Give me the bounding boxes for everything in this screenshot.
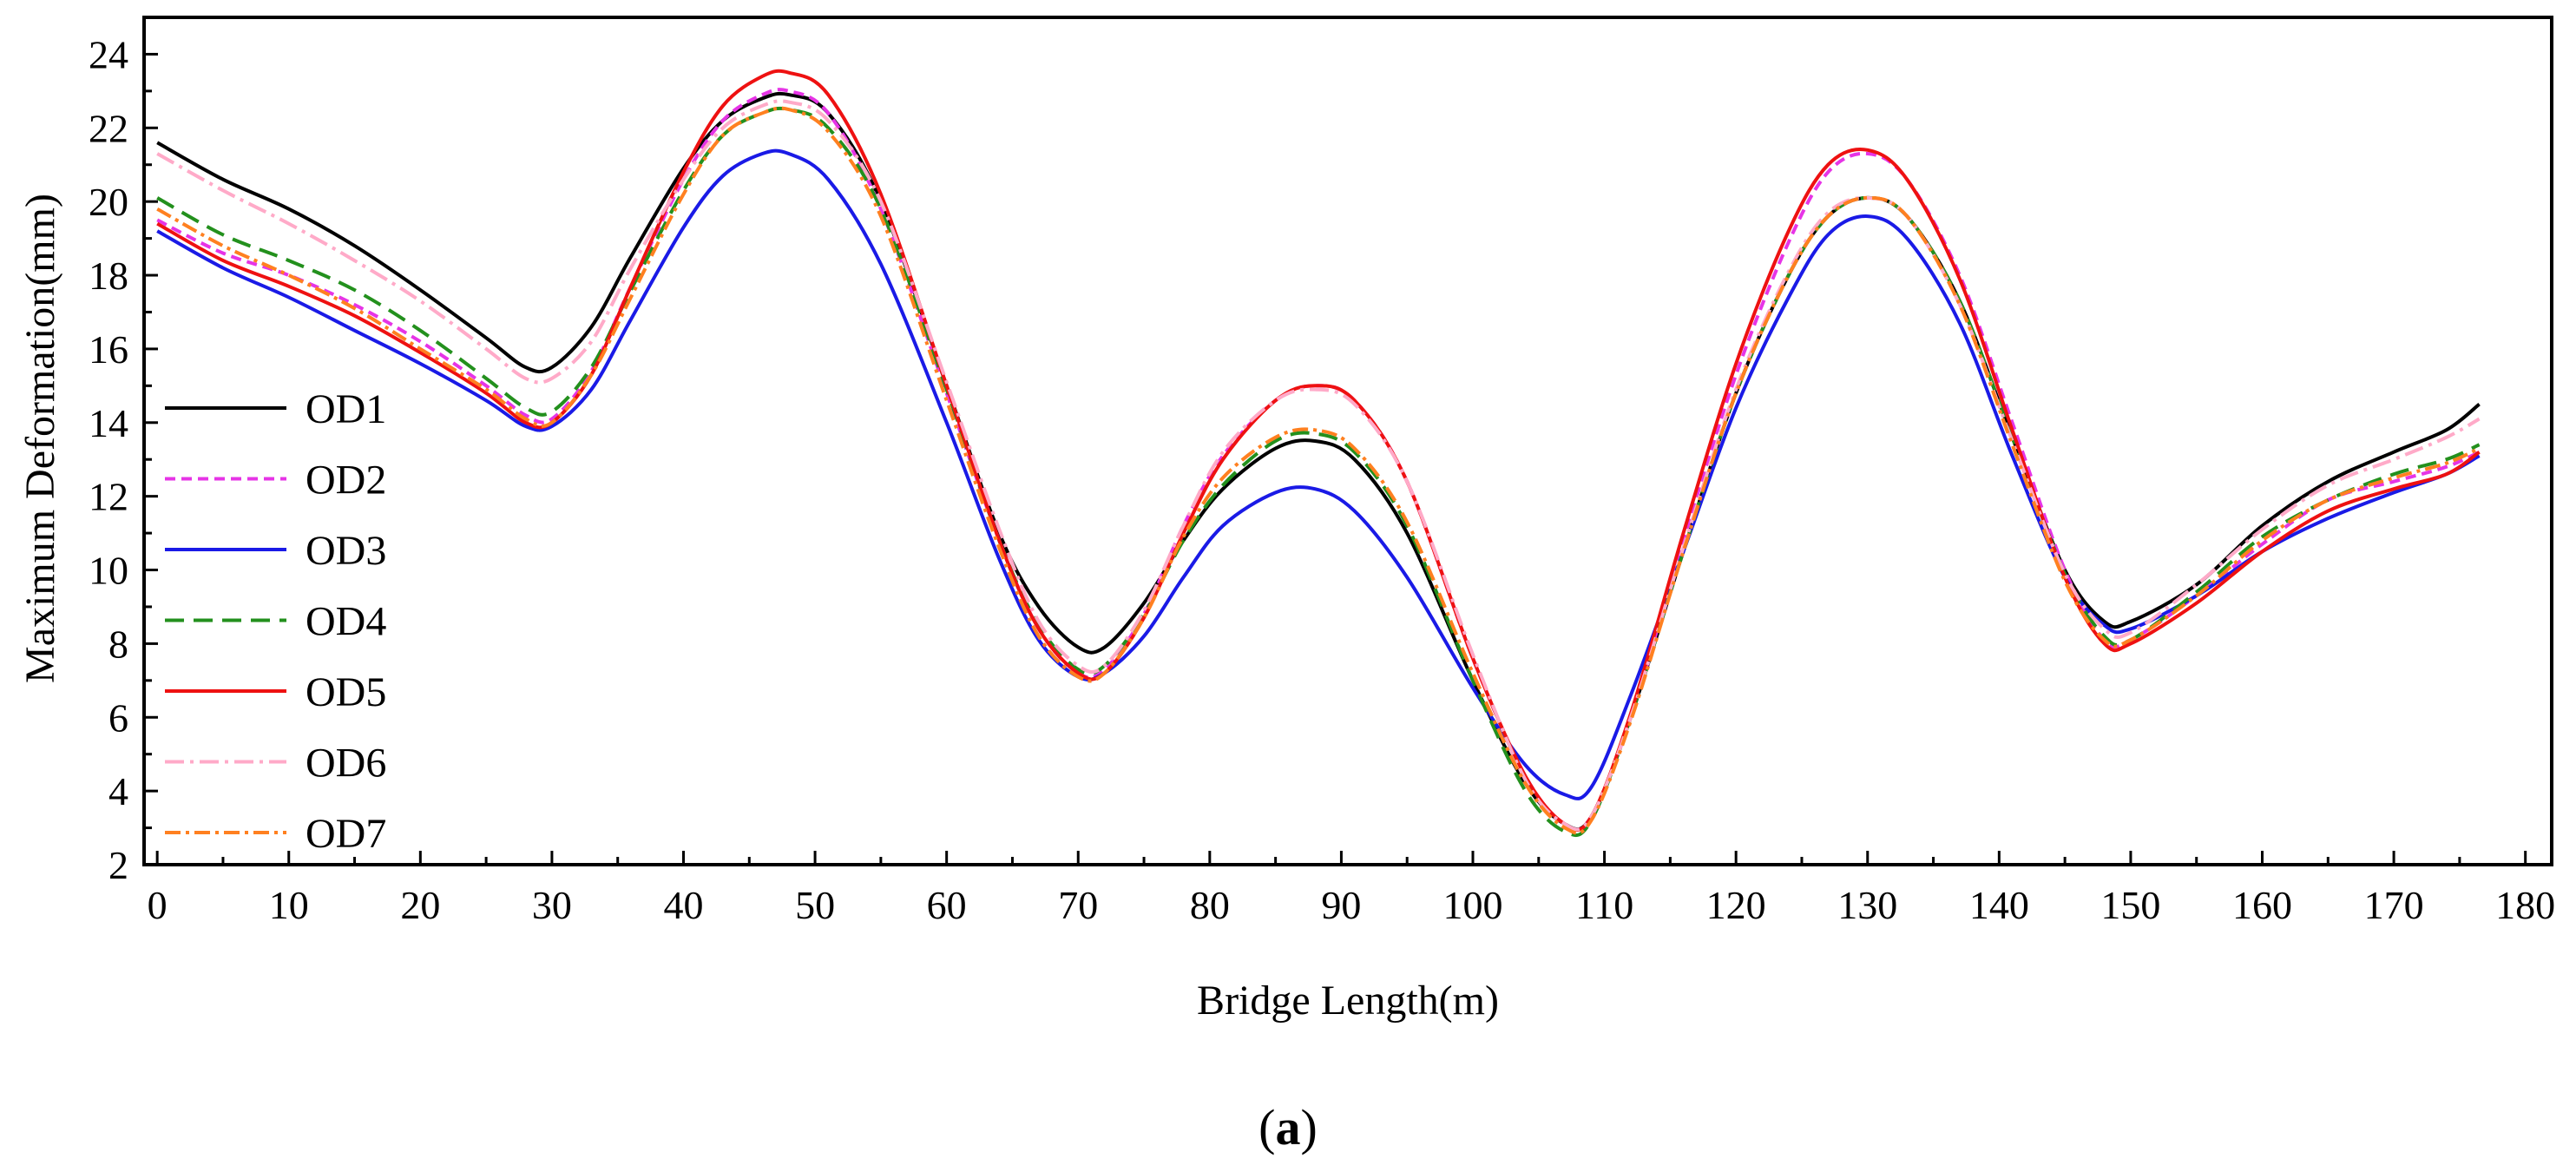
y-tick-label: 14 (89, 401, 128, 445)
series-line-od1 (156, 91, 2481, 832)
series-line-od4 (156, 106, 2481, 838)
x-tick-label: 20 (400, 883, 440, 927)
x-tick-label: 160 (2232, 883, 2292, 927)
x-tick-label: 70 (1058, 883, 1098, 927)
series-line-od7 (156, 106, 2481, 835)
x-tick-label: 170 (2364, 883, 2424, 927)
y-tick-label: 2 (108, 843, 128, 887)
x-tick-label: 40 (663, 883, 703, 927)
x-tick-label: 90 (1321, 883, 1361, 927)
x-tick-label: 10 (269, 883, 309, 927)
legend-label-od2: OD2 (306, 458, 386, 504)
series-line-od2 (156, 88, 2481, 832)
y-tick-label: 24 (89, 32, 128, 76)
x-tick-label: 120 (1706, 883, 1766, 927)
x-tick-label: 140 (1969, 883, 2029, 927)
legend-label-od6: OD6 (306, 741, 386, 787)
y-tick-label: 10 (89, 549, 128, 593)
y-tick-label: 20 (89, 180, 128, 224)
x-tick-label: 30 (532, 883, 572, 927)
y-tick-label: 16 (89, 327, 128, 372)
x-tick-label: 80 (1190, 883, 1230, 927)
x-tick-label: 130 (1837, 883, 1897, 927)
y-axis-title: Maximum Deformation(mm) (17, 194, 63, 683)
y-tick-label: 12 (89, 475, 128, 519)
y-tick-label: 4 (108, 769, 128, 813)
x-tick-label: 0 (148, 883, 168, 927)
x-tick-label: 110 (1575, 883, 1633, 927)
plot-frame (142, 16, 2553, 866)
series-line-od3 (156, 148, 2481, 800)
axis-ticks (144, 52, 2527, 866)
legend: OD1 OD2 OD3 OD4 OD5 OD6 OD7 (165, 386, 386, 857)
x-tick-label: 150 (2100, 883, 2160, 927)
x-axis-title: Bridge Length(m) (1197, 978, 1499, 1024)
legend-label-od1: OD1 (306, 386, 386, 432)
series-lines (156, 69, 2481, 838)
legend-label-od3: OD3 (306, 528, 386, 574)
x-tick-label: 100 (1443, 883, 1503, 927)
panel-label-open: ( (1258, 1099, 1275, 1156)
series-line-od6 (156, 99, 2481, 832)
series-line-od5 (156, 69, 2481, 832)
panel-label: (a) (1258, 1099, 1318, 1156)
x-tick-label: 50 (795, 883, 835, 927)
legend-label-od4: OD4 (306, 599, 386, 645)
y-tick-label: 18 (89, 253, 128, 298)
x-axis-tick-labels: 0 10 20 30 40 50 60 70 80 90 100 110 120 130 140 150 160… (148, 883, 2556, 927)
panel-label-close: ) (1301, 1099, 1318, 1156)
x-tick-label: 60 (927, 883, 967, 927)
legend-label-od7: OD7 (306, 811, 386, 857)
y-tick-label: 8 (108, 622, 128, 666)
legend-label-od5: OD5 (306, 669, 386, 715)
x-tick-label: 180 (2495, 883, 2555, 927)
y-tick-label: 6 (108, 695, 128, 740)
panel-label-letter: a (1276, 1099, 1301, 1156)
y-tick-label: 22 (89, 106, 128, 150)
